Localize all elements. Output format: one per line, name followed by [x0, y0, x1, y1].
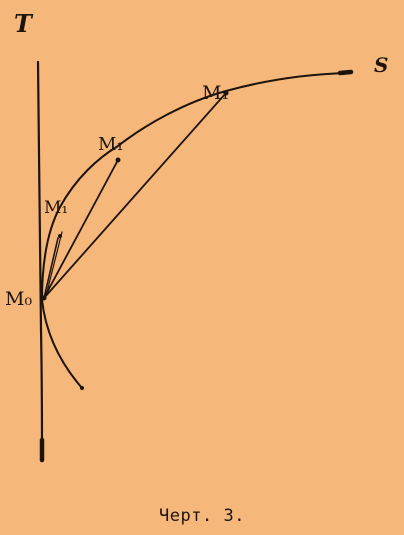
- curve-tail-dot: [80, 386, 84, 390]
- tangent-line: [36, 60, 44, 460]
- label-t: T: [14, 9, 34, 38]
- curve: [41, 72, 350, 389]
- label-s: S: [374, 53, 388, 77]
- point-m0: [41, 295, 47, 301]
- point-m2: [115, 157, 121, 163]
- chord-m0-m3: [43, 92, 227, 299]
- chord-m0-m1: [43, 237, 59, 299]
- label-m0: M₀: [5, 288, 32, 310]
- figure-caption: Черт. 3.: [159, 506, 245, 526]
- point-m1: [58, 234, 62, 238]
- chord-m0-m2: [43, 159, 119, 299]
- label-m2: M₁: [98, 134, 124, 155]
- label-m3: M₁: [202, 82, 229, 104]
- point-m3: [223, 90, 229, 96]
- curve-end-mark: [337, 69, 354, 76]
- chord-m0-m1b: [45, 231, 63, 297]
- label-m1: M₁: [44, 198, 68, 218]
